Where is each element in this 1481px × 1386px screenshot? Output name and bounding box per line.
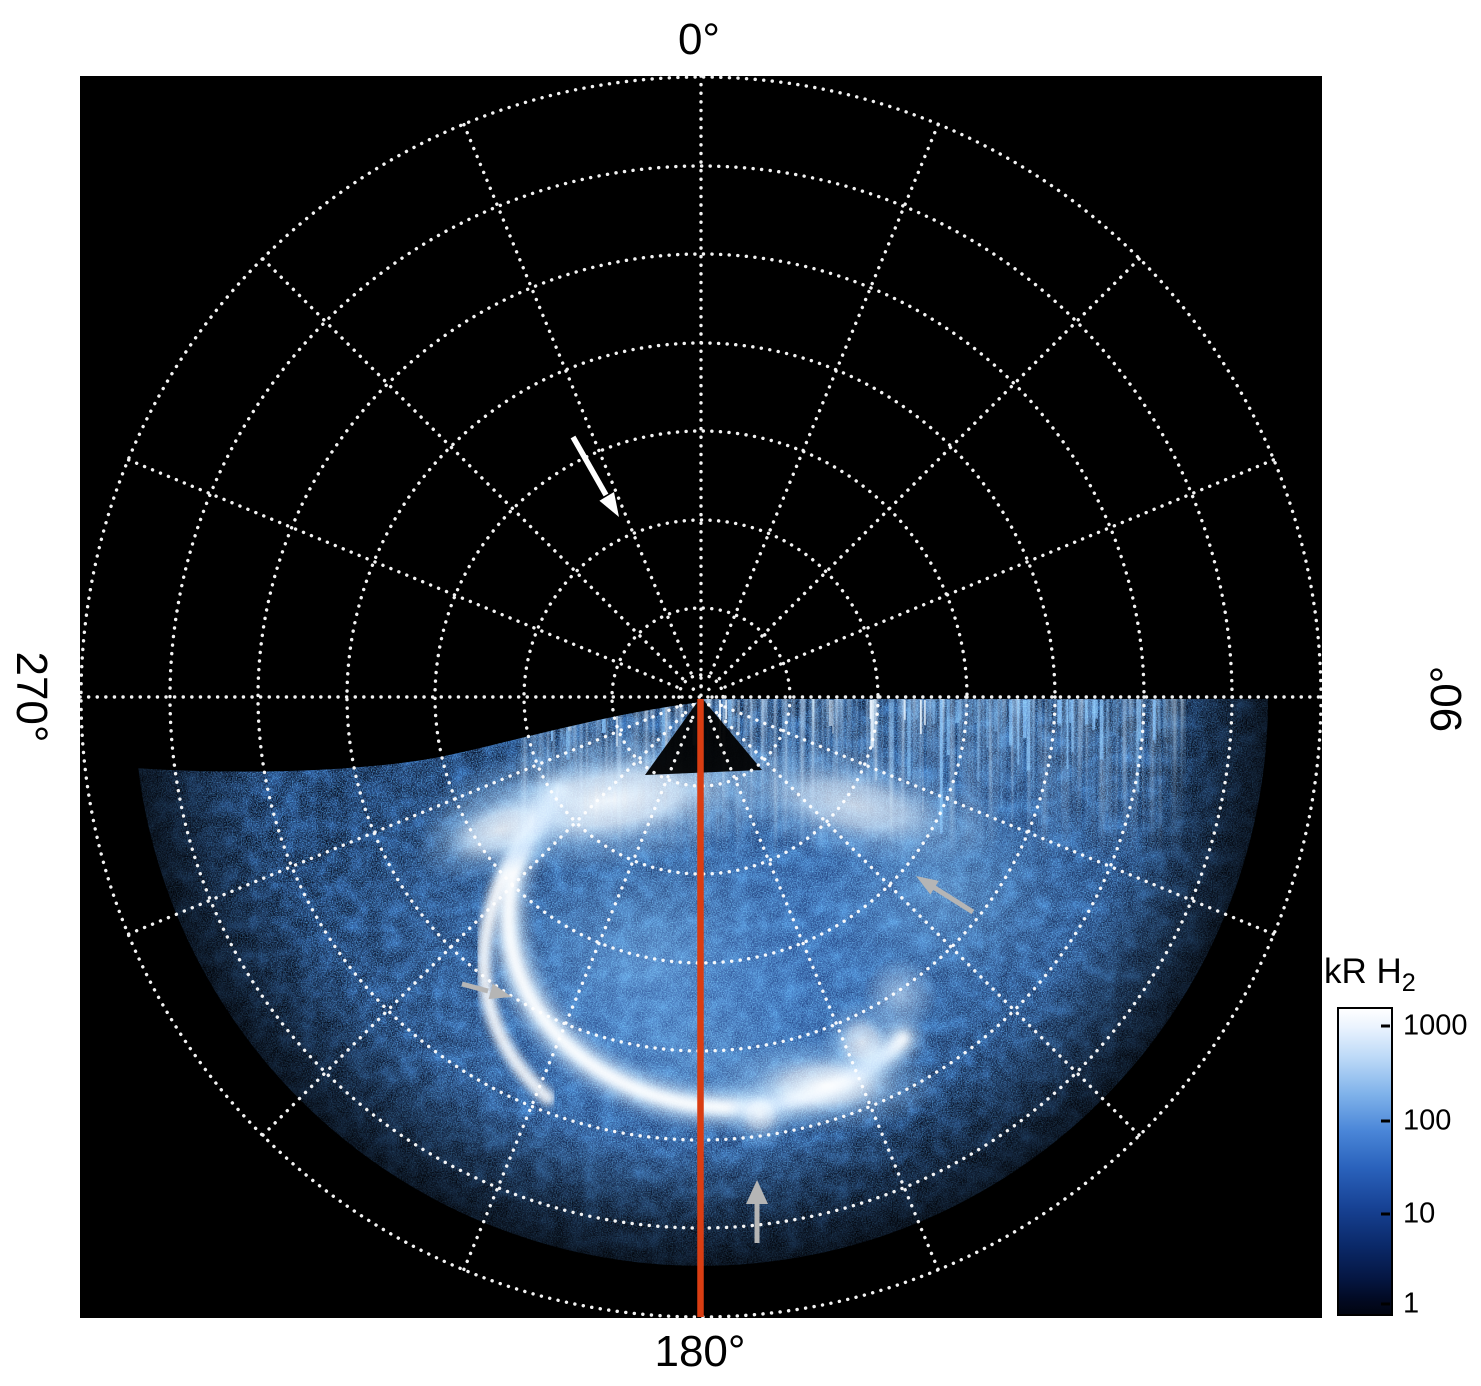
colorbar-tickmark [1381,1212,1390,1216]
colorbar-tick-label: 1000 [1403,1009,1468,1042]
colorbar-gradient [1337,1007,1393,1316]
gray-arrow-left [461,981,512,999]
angle-label-bottom: 180° [654,1327,746,1376]
colorbar-title-main: kR H [1324,952,1402,991]
colorbar-title-sub: 2 [1401,969,1416,997]
colorbar-tick-label: 100 [1403,1104,1452,1137]
white-arrow [570,435,619,517]
angle-label-top: 0° [677,15,721,64]
colorbar-tickmark [1381,1302,1390,1306]
gray-arrow-bottom [746,1180,768,1243]
colorbar: 1000 100 10 1 [1337,1007,1468,1319]
colorbar-tick-label: 10 [1403,1197,1436,1230]
colorbar-tickmark [1381,1024,1390,1028]
colorbar-tickmark [1381,1119,1390,1123]
gray-arrow-right [916,876,975,915]
angle-label-left: 270° [7,651,56,743]
colorbar-tick-label: 1 [1403,1287,1420,1320]
colorbar-title: kR H2 [1324,952,1416,998]
angle-label-right: 90° [1422,665,1471,733]
